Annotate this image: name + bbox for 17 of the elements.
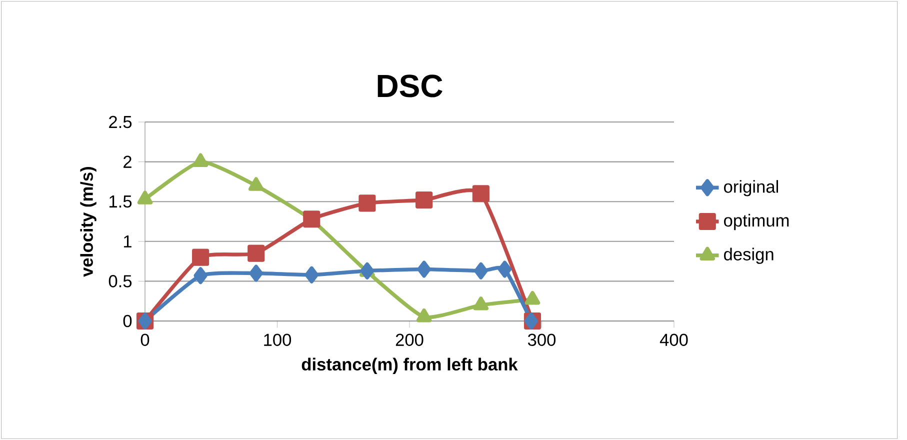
y-tick-label: 1.5 <box>110 196 132 208</box>
x-tick-label: 400 <box>660 334 688 346</box>
y-axis-title: velocity (m/s) <box>80 166 96 277</box>
y-tick-label: 2 <box>124 156 132 168</box>
x-axis-title: distance(m) from left bank <box>302 358 518 374</box>
chart-title: DSC <box>378 74 442 98</box>
legend-label: original <box>724 180 778 196</box>
legend-label: optimum <box>724 214 789 230</box>
y-tick-label: 0 <box>123 314 132 328</box>
y-tick-label: 0.5 <box>108 275 132 288</box>
x-tick-label: 0 <box>140 334 150 346</box>
x-tick-label: 300 <box>528 334 556 346</box>
x-tick-label: 100 <box>264 334 292 346</box>
y-tick-label: 1 <box>124 235 132 248</box>
y-tick-label: 2.5 <box>109 116 132 128</box>
legend-label: design <box>724 248 774 264</box>
x-tick-label: 200 <box>396 334 424 346</box>
